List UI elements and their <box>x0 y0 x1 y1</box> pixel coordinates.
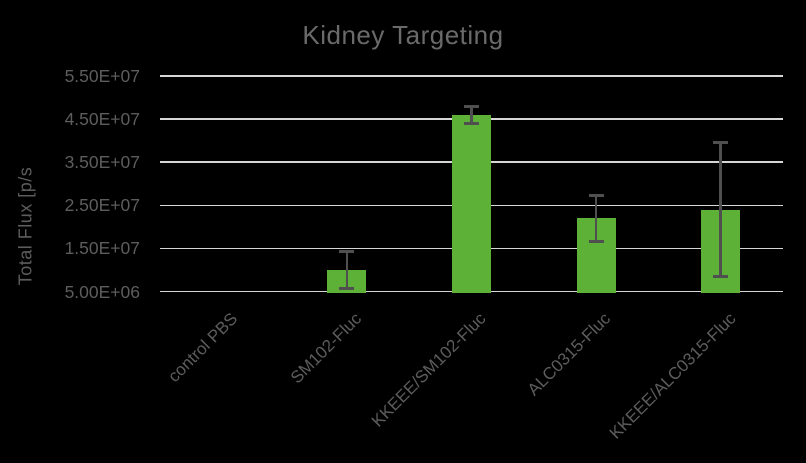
error-bar <box>470 106 473 124</box>
x-category-label: SM102-Fluc <box>287 309 366 388</box>
error-bar <box>594 195 598 242</box>
error-bar-cap <box>464 104 479 108</box>
x-category-label: ALC0315-Fluc <box>524 309 615 400</box>
error-bar-cap <box>588 239 604 243</box>
y-tick-label: 3.50E+07 <box>64 152 140 173</box>
error-bar <box>719 142 722 277</box>
error-bar-cap <box>713 141 729 145</box>
error-bar-cap <box>339 286 355 290</box>
y-tick-label: 2.50E+07 <box>64 195 140 216</box>
x-category-label: KKEEE/SM102-Fluc <box>368 309 490 431</box>
error-bar-cap <box>713 274 729 278</box>
error-bar-cap <box>464 121 479 125</box>
bar <box>452 114 491 293</box>
y-axis-title: Total Flux [p/s <box>15 166 36 286</box>
y-tick-label: 5.00E+06 <box>64 281 140 302</box>
error-bar-cap <box>588 193 604 197</box>
error-bar-cap <box>339 249 355 253</box>
error-bar <box>345 251 349 289</box>
y-tick-label: 4.50E+07 <box>64 109 140 130</box>
y-tick-label: 1.50E+07 <box>64 238 140 259</box>
y-tick-label: 5.50E+07 <box>64 66 140 86</box>
gridline <box>160 75 783 77</box>
x-category-label: KKEEE/ALC0315-Fluc <box>605 309 740 443</box>
chart-title: Kidney Targeting <box>302 20 504 50</box>
x-category-label: control PBS <box>163 309 241 386</box>
